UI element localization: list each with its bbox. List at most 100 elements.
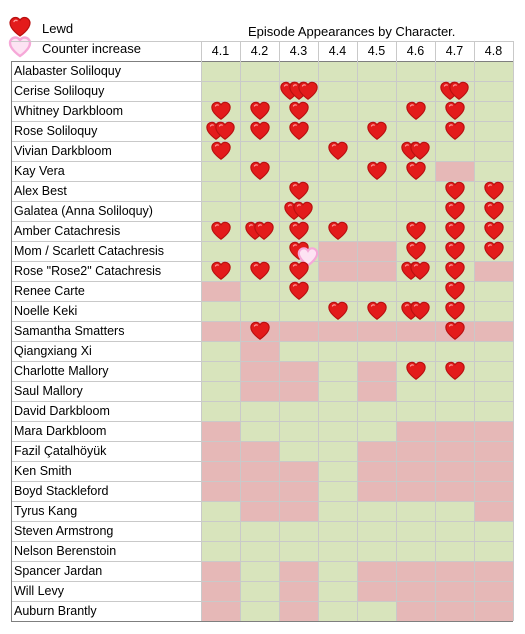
gridline-horizontal [11, 121, 513, 122]
lewd-heart-icon [444, 281, 465, 300]
cell-appeared [279, 301, 318, 321]
cell-appeared [318, 121, 357, 141]
cell-absent [396, 321, 435, 341]
character-name: Will Levy [14, 584, 65, 598]
cell-appeared [474, 121, 513, 141]
cell-appeared [201, 381, 240, 401]
cell-appeared [318, 381, 357, 401]
cell-absent [240, 441, 279, 461]
appearance-table: 4.1 4.2 4.3 4.4 4.5 4.6 4.7 4.8 Alabaster Solilo… [11, 41, 514, 622]
cell-absent [357, 561, 396, 581]
legend-label: Counter increase [42, 41, 141, 56]
cell-appeared [240, 561, 279, 581]
cell-appeared [357, 141, 396, 161]
cell-appeared [240, 181, 279, 201]
cell-appeared [435, 141, 474, 161]
cell-appeared [318, 541, 357, 561]
cell-absent [279, 581, 318, 601]
cell-absent [474, 461, 513, 481]
cell-appeared [318, 401, 357, 421]
lewd-heart-icon [288, 261, 309, 280]
lewd-heart-icon [444, 101, 465, 120]
cell-appeared [357, 181, 396, 201]
character-name: David Darkbloom [14, 404, 110, 418]
cell-absent [357, 241, 396, 261]
cell-appeared [201, 301, 240, 321]
cell-appeared [318, 181, 357, 201]
cell-appeared [318, 601, 357, 621]
cell-appeared [396, 541, 435, 561]
gridline-horizontal [11, 601, 513, 602]
cell-appeared [435, 341, 474, 361]
cell-appeared [357, 341, 396, 361]
gridline-horizontal [11, 61, 513, 62]
gridline-vertical [396, 41, 397, 621]
cell-absent [357, 361, 396, 381]
character-name: Qiangxiang Xi [14, 344, 92, 358]
cell-absent [279, 601, 318, 621]
cell-appeared [396, 61, 435, 81]
cell-absent [474, 561, 513, 581]
gridline-horizontal [11, 181, 513, 182]
cell-appeared [240, 421, 279, 441]
cell-absent [201, 461, 240, 481]
lewd-heart-icon [405, 241, 426, 260]
gridline-horizontal [11, 421, 513, 422]
cell-appeared [435, 401, 474, 421]
gridline-horizontal [11, 561, 513, 562]
counter-increase-heart-icon [297, 247, 318, 267]
cell-absent [240, 361, 279, 381]
cell-absent [435, 481, 474, 501]
lewd-heart-icon [210, 101, 231, 120]
cell-absent [474, 421, 513, 441]
gridline-horizontal [11, 261, 513, 262]
column-header-episode: 4.6 [406, 44, 425, 58]
cell-absent [279, 481, 318, 501]
gridline-vertical [240, 41, 241, 621]
gridline-horizontal [11, 321, 513, 322]
cell-appeared [318, 101, 357, 121]
cell-absent [279, 381, 318, 401]
red-heart-icon [9, 16, 31, 37]
cell-appeared [357, 81, 396, 101]
cell-appeared [435, 541, 474, 561]
cell-appeared [201, 81, 240, 101]
lewd-heart-icon [366, 161, 387, 180]
cell-appeared [240, 81, 279, 101]
gridline-vertical [318, 41, 319, 621]
character-name: Alex Best [14, 184, 67, 198]
gridline-horizontal [11, 521, 513, 522]
gridline-horizontal [11, 581, 513, 582]
cell-appeared [357, 421, 396, 441]
character-name: Mom / Scarlett Catachresis [14, 244, 165, 258]
cell-appeared [396, 281, 435, 301]
cell-absent [240, 481, 279, 501]
lewd-heart-icon [405, 221, 426, 240]
cell-absent [396, 421, 435, 441]
cell-appeared [435, 381, 474, 401]
character-name: Renee Carte [14, 284, 85, 298]
cell-absent [474, 601, 513, 621]
cell-appeared [396, 381, 435, 401]
cell-appeared [201, 201, 240, 221]
character-name: Noelle Keki [14, 304, 78, 318]
cell-absent [201, 281, 240, 301]
character-name: Mara Darkbloom [14, 424, 107, 438]
cell-appeared [318, 421, 357, 441]
lewd-heart-icon [483, 201, 504, 220]
cell-appeared [201, 501, 240, 521]
gridline-horizontal [11, 621, 513, 622]
lewd-heart-icon [288, 121, 309, 140]
character-name: Steven Armstrong [14, 524, 114, 538]
cell-absent [240, 381, 279, 401]
cell-absent [240, 341, 279, 361]
cell-appeared [240, 201, 279, 221]
cell-appeared [240, 581, 279, 601]
cell-appeared [474, 361, 513, 381]
cell-absent [318, 261, 357, 281]
gridline-vertical [513, 41, 514, 621]
cell-absent [318, 241, 357, 261]
cell-appeared [474, 61, 513, 81]
lewd-heart-icon [210, 141, 231, 160]
lewd-heart-icon [444, 321, 465, 340]
